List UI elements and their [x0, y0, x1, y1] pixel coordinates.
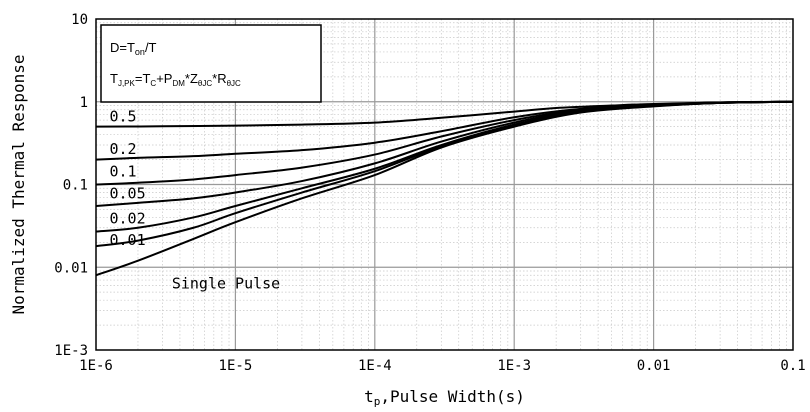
curve-0-2	[96, 102, 793, 160]
x-tick-label: 0.01	[637, 358, 671, 374]
curve-0-01	[96, 102, 793, 246]
series-label-0-02: 0.02	[110, 209, 146, 227]
y-tick-label: 0.1	[63, 178, 88, 194]
y-tick-label: 1E-3	[54, 343, 88, 359]
legend-duty-formula: D=Ton/T	[110, 40, 157, 57]
series-label-0-05: 0.05	[110, 184, 146, 202]
series-label-0-5: 0.5	[110, 107, 137, 125]
legend-box: D=Ton/T TJ,PK=TC+PDM*ZθJC*RθJC	[101, 25, 321, 102]
x-tick-label: 1E-4	[358, 358, 392, 374]
x-tick-labels: 1E-6 1E-5 1E-4 1E-3 0.01 0.1	[79, 358, 806, 374]
x-tick-label: 1E-3	[497, 358, 531, 374]
x-axis-label: tp,Pulse Width(s)	[364, 387, 525, 408]
y-axis-label: Normalized Thermal Response	[9, 54, 28, 314]
x-tick-label: 1E-5	[219, 358, 253, 374]
y-tick-label: 0.01	[54, 260, 88, 276]
series-label-0-2: 0.2	[110, 140, 137, 158]
x-tick-label: 0.1	[780, 358, 805, 374]
legend-frame	[101, 25, 321, 102]
curve-0-02	[96, 102, 793, 232]
x-tick-label: 1E-6	[79, 358, 113, 374]
series-label-0-01: 0.01	[110, 231, 146, 249]
y-tick-label: 1	[80, 95, 88, 111]
y-tick-label: 10	[71, 12, 88, 28]
series-label-0-1: 0.1	[110, 162, 137, 180]
series-label-single-pulse: Single Pulse	[172, 275, 280, 293]
y-tick-labels: 1E-3 0.01 0.1 1 10	[54, 12, 88, 359]
